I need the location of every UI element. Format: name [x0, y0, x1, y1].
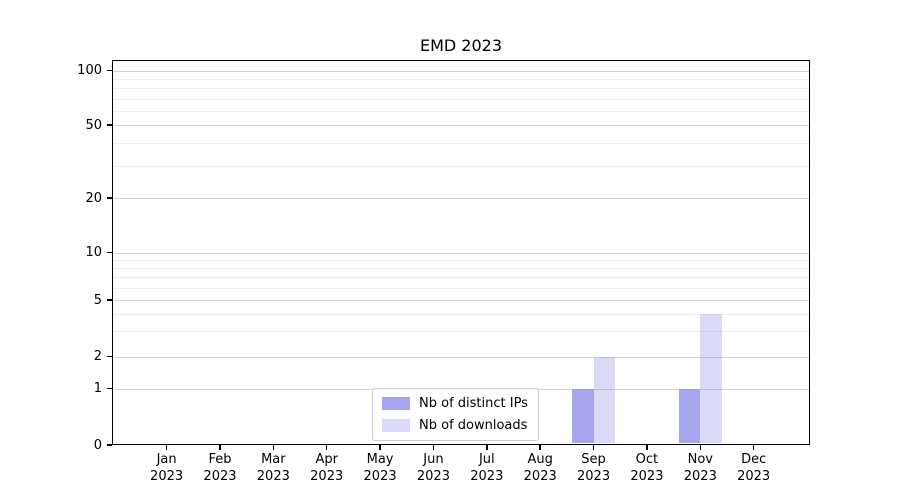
y-tick-mark — [106, 387, 112, 390]
x-tick-mark — [699, 445, 701, 450]
x-tick-mark — [432, 445, 435, 450]
y-tick-label: 5 — [93, 292, 102, 308]
x-tick-mark — [592, 445, 595, 450]
x-tick-mark — [752, 445, 755, 450]
x-tick-mark — [539, 445, 541, 450]
x-tick-label: Sep 2023 — [577, 452, 611, 484]
x-tick-mark — [219, 445, 221, 450]
y-tick-label: 10 — [85, 245, 102, 260]
x-tick-label: Mar 2023 — [256, 452, 290, 484]
y-tick-mark — [106, 197, 112, 199]
x-tick-label: Dec 2023 — [737, 452, 771, 484]
y-tick-mark — [106, 69, 112, 72]
x-tick-label: Oct 2023 — [630, 452, 664, 484]
legend-label: Nb of downloads — [419, 418, 528, 433]
y-tick-label: 0 — [93, 437, 102, 453]
y-tick-label: 50 — [85, 117, 102, 133]
y-tick-label: 2 — [93, 349, 102, 364]
legend-swatch — [382, 419, 410, 432]
x-tick-mark — [272, 445, 275, 450]
legend-item: Nb of downloads — [382, 418, 528, 433]
chart-title: EMD 2023 — [419, 36, 503, 55]
x-tick-mark — [165, 445, 168, 450]
legend-swatch — [382, 397, 410, 410]
y-tick-mark — [106, 124, 112, 126]
y-tick-mark — [106, 444, 112, 446]
y-tick-label: 100 — [77, 63, 102, 78]
y-tick-mark — [106, 251, 112, 254]
x-tick-label: Jun 2023 — [416, 452, 450, 484]
legend-label: Nb of distinct IPs — [419, 396, 528, 411]
x-tick-label: Jul 2023 — [470, 452, 504, 484]
x-tick-label: May 2023 — [363, 452, 397, 484]
plot-area — [112, 60, 810, 445]
legend-item: Nb of distinct IPs — [382, 396, 528, 411]
x-tick-label: Feb 2023 — [203, 452, 237, 484]
x-tick-mark — [326, 445, 328, 450]
x-tick-mark — [646, 445, 648, 450]
y-tick-mark — [106, 355, 112, 358]
y-tick-label: 1 — [93, 381, 102, 396]
legend: Nb of distinct IPs Nb of downloads — [372, 388, 539, 441]
x-tick-label: Jan 2023 — [150, 452, 184, 484]
x-tick-label: Nov 2023 — [683, 452, 717, 484]
x-tick-label: Aug 2023 — [523, 452, 557, 484]
x-tick-mark — [486, 445, 488, 450]
x-tick-mark — [379, 445, 381, 450]
y-tick-mark — [106, 299, 112, 301]
x-tick-label: Apr 2023 — [310, 452, 344, 484]
y-tick-label: 20 — [85, 190, 102, 206]
